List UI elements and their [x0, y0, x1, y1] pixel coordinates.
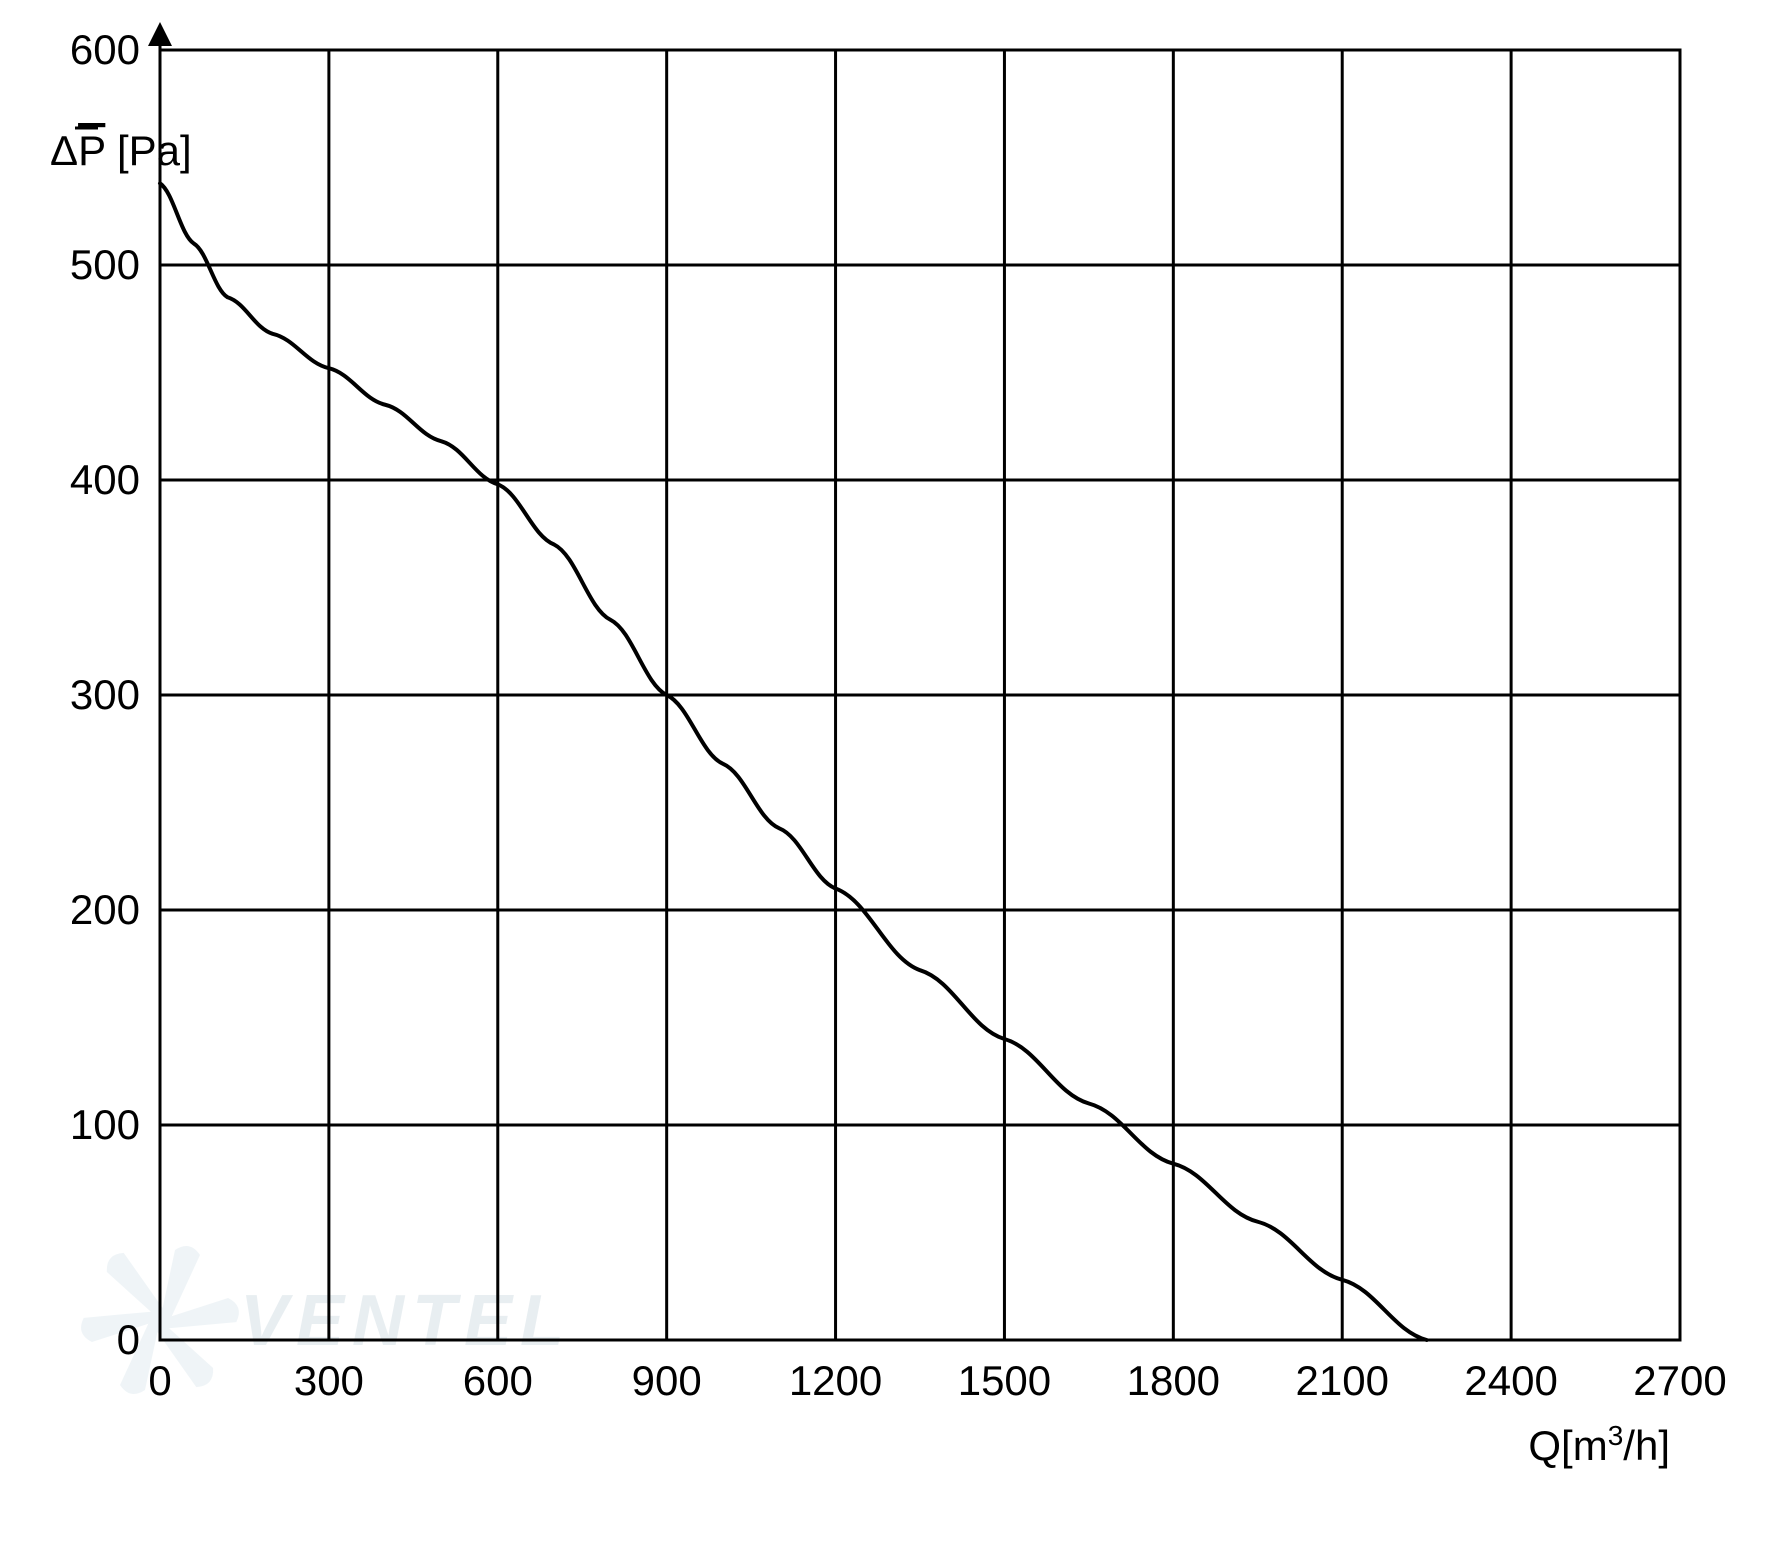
x-tick-label: 1800 — [1127, 1357, 1220, 1404]
x-tick-label: 900 — [632, 1357, 702, 1404]
x-tick-label: 2100 — [1296, 1357, 1389, 1404]
x-tick-label: 1200 — [789, 1357, 882, 1404]
y-tick-label: 600 — [70, 26, 140, 73]
y-tick-label: 400 — [70, 456, 140, 503]
svg-text:VENTEL: VENTEL — [240, 1281, 572, 1361]
x-axis-label: Q[m3/h] — [1528, 1420, 1670, 1470]
x-tick-label: 300 — [294, 1357, 364, 1404]
x-tick-label: 2700 — [1633, 1357, 1726, 1404]
x-tick-label: 1500 — [958, 1357, 1051, 1404]
y-tick-label: 0 — [117, 1316, 140, 1363]
x-tick-label: 0 — [148, 1357, 171, 1404]
y-tick-label: 200 — [70, 886, 140, 933]
y-tick-label: 300 — [70, 671, 140, 718]
x-tick-label: 2400 — [1464, 1357, 1557, 1404]
x-tick-label: 600 — [463, 1357, 533, 1404]
fan-curve-chart: VENTEL 0 100 200 300 400 500 600 0 300 600 900 1200 1… — [0, 0, 1776, 1568]
y-tick-label: 100 — [70, 1101, 140, 1148]
y-axis-label: ΔP [Pa] — [50, 127, 192, 174]
chart-container: VENTEL 0 100 200 300 400 500 600 0 300 600 900 1200 1… — [0, 0, 1776, 1568]
y-tick-label: 500 — [70, 241, 140, 288]
